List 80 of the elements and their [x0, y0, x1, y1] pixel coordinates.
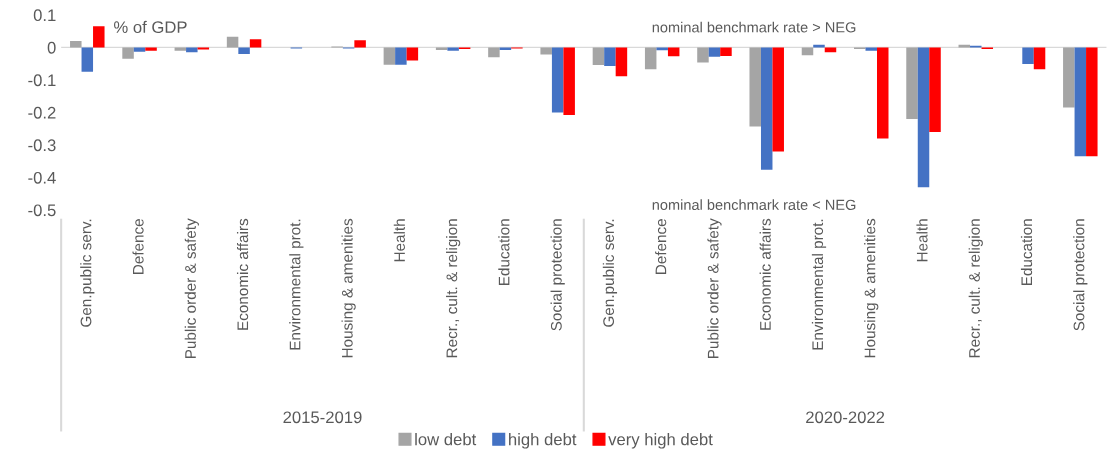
x-tick-label: Education: [498, 219, 510, 286]
y-tick-label: -0.5: [28, 204, 56, 217]
bar: [447, 47, 459, 51]
x-tick-label: Housing & amenities: [864, 218, 879, 358]
x-tick-label: Housing & amenities: [341, 218, 356, 358]
x-tick-label: Gen.public serv.: [80, 219, 95, 327]
bar: [406, 47, 419, 61]
bar: [70, 40, 82, 48]
bar: [1033, 47, 1046, 70]
bar: [749, 47, 761, 127]
text: 2015-2019: [283, 411, 362, 424]
bar: [81, 47, 94, 72]
y-tick-label: -0.1: [28, 74, 56, 87]
x-tick-label: Recr., cult. & religion: [968, 219, 983, 358]
bar: [592, 47, 605, 65]
bar: [133, 47, 146, 52]
x-tick-label: Education: [1020, 219, 1033, 286]
bar: [383, 47, 396, 65]
y-tick-label: -0.3: [28, 139, 56, 152]
bar: [708, 47, 721, 57]
x-tick-label: Social protection: [550, 219, 565, 331]
bar: [238, 47, 250, 54]
x-tick-label: Public order & safety: [184, 218, 199, 359]
x-tick-label: Environmental prot.: [289, 219, 304, 350]
bar: [1022, 47, 1034, 65]
bar: [354, 40, 366, 48]
x-tick-label: Environmental prot.: [811, 219, 827, 350]
x-tick-label: Public order & safety: [707, 218, 722, 359]
y-tick-label: -0.4: [28, 171, 56, 184]
y-tick-label: 0.1: [33, 9, 56, 22]
bar: [499, 47, 512, 51]
bar: [435, 47, 448, 51]
y-tick-label: -0.2: [28, 106, 56, 119]
bar: [720, 47, 732, 56]
x-tick-label: Economic affairs: [236, 218, 249, 330]
bar: [540, 47, 552, 55]
bar: [906, 47, 918, 119]
bar: [1086, 47, 1098, 157]
x-tick-label: Defence: [655, 219, 667, 274]
bar: [1063, 47, 1075, 108]
bar: [551, 47, 564, 113]
bar: [395, 47, 407, 65]
bar: [1074, 47, 1087, 157]
x-tick-label: Gen.public serv.: [602, 219, 618, 327]
bar: [604, 47, 616, 66]
x-tick-label: Health: [393, 219, 405, 262]
bar: [122, 47, 134, 59]
y-tick-label: 0: [47, 41, 56, 54]
legend-label: low debt: [415, 433, 477, 446]
bar: [174, 47, 187, 51]
annotation: % of GDP: [114, 20, 187, 34]
bar: [93, 26, 105, 48]
x-tick-label: Defence: [132, 219, 144, 274]
bar: [917, 47, 930, 188]
bar: [929, 47, 941, 132]
bar: [563, 47, 575, 116]
bar: [697, 47, 709, 63]
bar: [801, 47, 814, 56]
bar: [145, 47, 157, 51]
x-tick-label: Economic affairs: [759, 218, 771, 330]
legend-label: very high debt: [608, 433, 713, 449]
bar: [656, 47, 668, 51]
legend-label: high debt: [509, 433, 577, 449]
x-tick-label: Recr., cult. & religion: [446, 219, 461, 358]
bar: [644, 47, 657, 70]
annotation: nominal benchmark rate < NEG: [652, 199, 856, 211]
text: 2020-2022: [806, 411, 885, 424]
bar: [615, 47, 628, 77]
bar: [865, 47, 877, 51]
bar: [877, 47, 889, 139]
x-tick-label: Health: [916, 219, 928, 262]
annotation: nominal benchmark rate > NEG: [652, 21, 856, 33]
bar: [488, 47, 500, 58]
bar: [824, 47, 837, 53]
bar: [772, 47, 784, 152]
x-tick-label: Social protection: [1073, 219, 1088, 331]
bar: [667, 47, 680, 57]
bar: [186, 47, 198, 53]
bar: [760, 47, 773, 170]
bar: [249, 39, 262, 48]
